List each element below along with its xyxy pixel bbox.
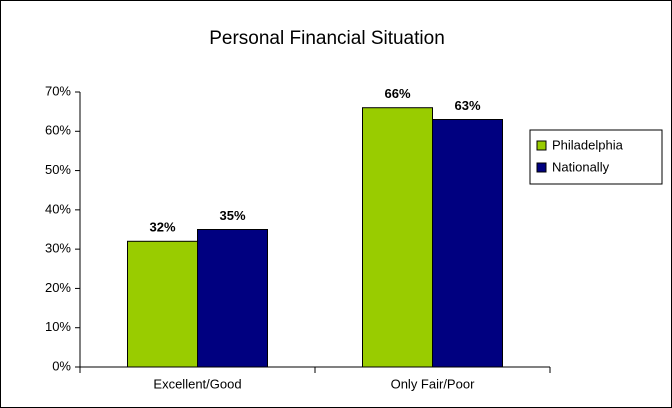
bar	[127, 240, 198, 368]
data-label: 35%	[219, 208, 245, 223]
y-tick-label: 70%	[45, 83, 71, 98]
y-tick-label: 0%	[52, 358, 71, 373]
data-label: 32%	[149, 220, 175, 235]
chart-title: Personal Financial Situation	[209, 28, 445, 49]
legend-label: Nationally	[552, 159, 610, 174]
legend-label: Philadelphia	[552, 137, 624, 152]
bar	[362, 107, 433, 368]
legend-box	[529, 129, 663, 185]
data-label: 63%	[454, 98, 480, 113]
x-tick-label: Only Fair/Poor	[391, 376, 475, 391]
data-label: 66%	[384, 86, 410, 101]
bar	[197, 229, 268, 368]
y-tick-label: 50%	[45, 162, 71, 177]
bar	[432, 119, 503, 368]
legend-swatch	[536, 140, 547, 151]
y-tick-label: 20%	[45, 280, 71, 295]
x-tick-label: Excellent/Good	[153, 376, 241, 391]
y-tick-label: 30%	[45, 241, 71, 256]
y-tick-label: 10%	[45, 319, 71, 334]
legend-swatch	[536, 162, 547, 173]
y-tick-label: 60%	[45, 123, 71, 138]
y-tick-label: 40%	[45, 201, 71, 216]
